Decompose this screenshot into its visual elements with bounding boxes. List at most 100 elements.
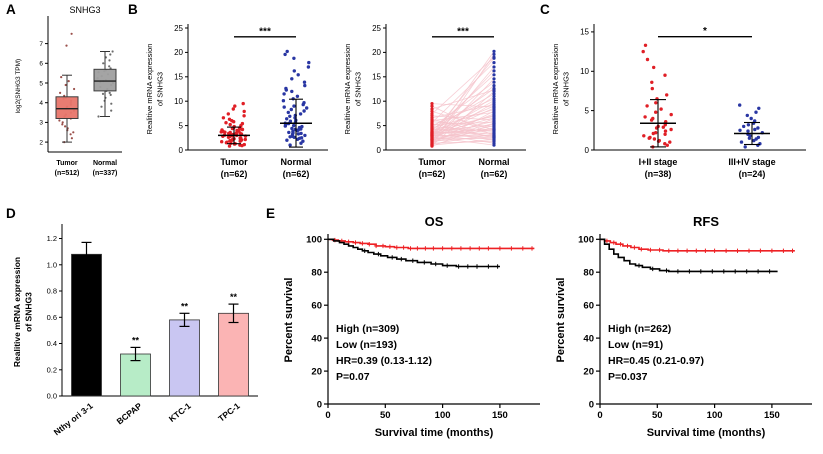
svg-text:6: 6 [39,61,43,68]
panel-label-c: C [540,2,550,17]
svg-text:***: *** [457,26,469,37]
svg-text:100: 100 [578,235,594,246]
svg-text:0.0: 0.0 [47,392,57,401]
svg-text:of SNHG3: of SNHG3 [156,72,165,106]
svg-text:10: 10 [580,67,589,76]
svg-text:40: 40 [311,333,322,344]
svg-text:of SNHG3: of SNHG3 [354,72,363,106]
svg-text:Normal: Normal [93,160,117,167]
svg-text:100: 100 [707,410,723,421]
svg-text:Realitive mRNA expression: Realitive mRNA expression [551,44,560,135]
svg-text:50: 50 [380,410,391,421]
svg-text:*: * [703,26,707,37]
svg-text:0: 0 [589,399,594,410]
svg-text:Percent survival: Percent survival [283,278,295,363]
panel-label-e: E [266,206,276,221]
svg-text:0.4: 0.4 [47,339,57,348]
svg-text:of SNHG3: of SNHG3 [562,72,571,106]
svg-text:150: 150 [764,410,780,421]
svg-text:(n=512): (n=512) [55,170,80,177]
svg-text:HR=0.39 (0.13-1.12): HR=0.39 (0.13-1.12) [336,355,432,367]
svg-text:OS: OS [425,214,444,229]
svg-text:Low (n=91): Low (n=91) [608,339,663,351]
svg-text:20: 20 [583,366,594,377]
svg-text:0: 0 [325,410,330,421]
svg-text:High (n=262): High (n=262) [608,323,671,335]
svg-text:60: 60 [583,301,594,312]
svg-text:Normal: Normal [478,157,509,167]
svg-text:HR=0.45 (0.21-0.97): HR=0.45 (0.21-0.97) [608,355,704,367]
svg-text:(n=24): (n=24) [739,169,766,179]
svg-text:Tumor: Tumor [418,157,446,167]
svg-text:Percent survival: Percent survival [555,278,567,363]
svg-text:III+IV stage: III+IV stage [728,157,775,167]
scatter-tumor-normal: 0 5 10 15 20 25 Realitive mRNA expression of SN… [145,24,328,179]
svg-text:0.6: 0.6 [47,313,57,322]
svg-text:5: 5 [39,80,43,87]
svg-text:Normal: Normal [280,157,311,167]
km-curve-os: 0 20 40 60 80 100 0 50 100 150 OS Survival time (mo… [283,214,540,439]
svg-text:60: 60 [311,301,322,312]
svg-text:Low (n=193): Low (n=193) [336,339,397,351]
svg-text:**: ** [230,292,238,302]
svg-text:(n=62): (n=62) [221,169,248,179]
svg-text:5: 5 [179,121,184,130]
svg-text:Nthy ori 3-1: Nthy ori 3-1 [52,401,95,438]
svg-text:Tumor: Tumor [56,160,78,167]
paired-tumor-normal: 0 5 10 15 20 25 Realitive mRNA expression of SN… [343,24,526,179]
svg-text:10: 10 [372,97,381,106]
scatter-stage: 0 5 10 15 Realitive mRNA expression of SNHG3 I… [551,24,806,179]
svg-text:of SNHG3: of SNHG3 [24,292,34,332]
svg-text:80: 80 [583,268,594,279]
svg-text:25: 25 [372,24,381,33]
svg-text:Survival time (months): Survival time (months) [647,427,766,439]
svg-text:20: 20 [311,366,322,377]
svg-text:**: ** [181,301,189,311]
svg-text:20: 20 [372,48,381,57]
svg-text:TPC-1: TPC-1 [216,401,242,424]
svg-text:***: *** [259,26,271,37]
svg-text:5: 5 [585,106,590,115]
svg-text:P=0.07: P=0.07 [336,371,370,383]
svg-text:**: ** [132,335,140,345]
svg-text:100: 100 [435,410,451,421]
svg-text:(n=62): (n=62) [419,169,446,179]
svg-text:2: 2 [39,139,43,146]
svg-text:40: 40 [583,333,594,344]
svg-text:4: 4 [39,100,43,107]
svg-text:SNHG3: SNHG3 [69,5,100,15]
svg-text:(n=337): (n=337) [93,170,118,177]
svg-text:1.2: 1.2 [47,234,57,243]
svg-text:50: 50 [652,410,663,421]
panel-label-b: B [128,2,138,17]
svg-text:P=0.037: P=0.037 [608,371,648,383]
svg-text:150: 150 [492,410,508,421]
svg-text:KTC-1: KTC-1 [167,401,193,424]
svg-text:Realitive mRNA expression: Realitive mRNA expression [343,44,352,135]
svg-text:Realitive mRNA expression: Realitive mRNA expression [145,44,154,135]
svg-text:1.0: 1.0 [47,260,57,269]
svg-text:BCPAP: BCPAP [115,400,144,426]
svg-text:0.8: 0.8 [47,287,57,296]
svg-text:0: 0 [317,399,322,410]
svg-text:(n=62): (n=62) [283,169,310,179]
svg-text:(n=38): (n=38) [645,169,672,179]
gepia-boxplot: 2 3 4 5 6 7 SNHG3 log2(SNHG3 TPM) Tumor (n=512) No… [15,5,122,177]
svg-text:log2(SNHG3 TPM): log2(SNHG3 TPM) [15,59,22,113]
svg-text:25: 25 [174,24,183,33]
panel-label-a: A [6,2,16,17]
svg-text:(n=62): (n=62) [481,169,508,179]
svg-text:Tumor: Tumor [220,157,248,167]
bar-cell-lines: 0.0 0.2 0.4 0.6 0.8 1.0 1.2 Realitive mRNA expr… [12,224,258,438]
km-curve-rfs: 0 20 40 60 80 100 0 50 100 150 RFS Survival time (m… [555,214,812,439]
svg-text:High (n=309): High (n=309) [336,323,399,335]
svg-text:0: 0 [585,146,590,155]
svg-text:80: 80 [311,268,322,279]
svg-text:15: 15 [580,28,589,37]
svg-text:20: 20 [174,48,183,57]
svg-text:100: 100 [306,235,322,246]
svg-text:RFS: RFS [693,214,719,229]
svg-text:3: 3 [39,120,43,127]
svg-text:15: 15 [372,73,381,82]
